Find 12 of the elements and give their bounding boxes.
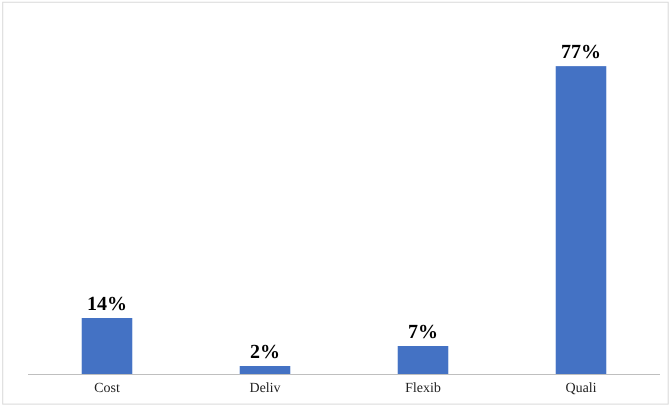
bar — [240, 366, 290, 374]
data-label: 7% — [408, 321, 438, 344]
data-label: 2% — [250, 341, 280, 363]
x-tick-label: Deliv — [249, 380, 281, 396]
x-tick-label: Flexib — [405, 380, 441, 396]
data-label: 77% — [561, 41, 601, 64]
x-tick-label: Quali — [565, 380, 597, 396]
bar — [398, 346, 448, 374]
bar — [82, 318, 132, 374]
x-tick-label: Cost — [94, 380, 120, 396]
bar — [556, 66, 606, 374]
data-label: 14% — [87, 293, 127, 316]
